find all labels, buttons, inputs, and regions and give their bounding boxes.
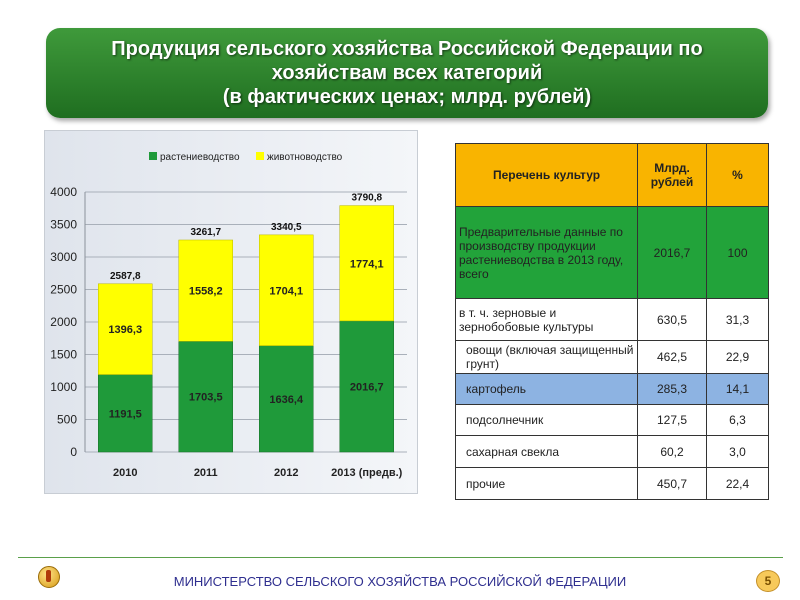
y-tick-label: 3000: [50, 250, 77, 264]
row-value: 127,5: [637, 404, 707, 436]
data-label: 1191,5: [109, 408, 142, 420]
legend-swatch-zhivotnovodstvo: [256, 152, 264, 160]
bar-zhivotnovodstvo: [259, 234, 314, 346]
legend-swatch-rastenievodstvo: [149, 152, 157, 160]
table-row: Предварительные данные по производству п…: [455, 206, 769, 299]
row-name: подсолнечник: [455, 404, 638, 436]
legend-label: животноводство: [267, 152, 343, 163]
title-banner: Продукция сельского хозяйства Российской…: [46, 28, 768, 118]
data-label: 1774,1: [350, 258, 384, 270]
table-row: сахарная свекла 60,2 3,0: [455, 435, 769, 468]
x-tick-label: 2012: [274, 467, 298, 479]
row-percent: 3,0: [706, 435, 769, 468]
title-line-2: хозяйствам всех категорий: [271, 62, 543, 84]
data-label: 1703,5: [189, 392, 223, 404]
table-row: в т. ч. зерновые и зернобобовые культуры…: [455, 298, 769, 341]
data-label: 1558,2: [189, 286, 223, 298]
row-percent: 14,1: [706, 373, 769, 405]
total-label: 2587,8: [110, 271, 141, 282]
stacked-bar-chart: 0 500 1000 1500 2000 2500 3000 3500 4000 1191,5 13…: [50, 152, 407, 479]
row-name: сахарная свекла: [455, 435, 638, 468]
title-line-1: Продукция сельского хозяйства Российской…: [111, 38, 703, 60]
header-percent: %: [706, 143, 769, 207]
y-tick-label: 2500: [50, 283, 77, 297]
row-percent: 31,3: [706, 298, 769, 341]
table-row: картофель 285,3 14,1: [455, 373, 769, 405]
row-name: Предварительные данные по производству п…: [455, 206, 638, 299]
page-number: 5: [756, 570, 780, 592]
footer-divider: [18, 557, 783, 558]
total-label: 3790,8: [351, 193, 382, 204]
row-value: 462,5: [637, 340, 707, 374]
data-label: 1636,4: [269, 394, 304, 406]
row-name: прочие: [455, 467, 638, 500]
row-percent: 6,3: [706, 404, 769, 436]
total-label: 3261,7: [190, 227, 221, 238]
y-tick-label: 1000: [50, 380, 77, 394]
data-label: 1396,3: [108, 324, 142, 336]
bar-zhivotnovodstvo: [178, 239, 233, 342]
x-tick-label: 2011: [194, 467, 218, 479]
header-crops: Перечень культур: [455, 143, 638, 207]
table-row: прочие 450,7 22,4: [455, 467, 769, 500]
bar-zhivotnovodstvo: [98, 283, 153, 375]
row-value: 60,2: [637, 435, 707, 468]
bar-rastenievodstvo: [178, 341, 233, 453]
row-value: 450,7: [637, 467, 707, 500]
crops-table: Перечень культур Млрд. рублей % Предвари…: [455, 143, 769, 500]
y-tick-label: 1500: [50, 348, 77, 362]
row-name: овощи (включая защищенный грунт): [455, 340, 638, 374]
x-tick-label: 2010: [113, 467, 137, 479]
y-tick-label: 2000: [50, 315, 77, 329]
title-line-3: (в фактических ценах; млрд. рублей): [222, 86, 592, 108]
row-value: 2016,7: [637, 206, 707, 299]
ministry-logo-icon: [38, 566, 60, 588]
bar-rastenievodstvo: [339, 320, 394, 453]
bar-zhivotnovodstvo: [339, 205, 394, 322]
row-percent: 22,9: [706, 340, 769, 374]
y-tick-label: 500: [57, 413, 77, 427]
row-value: 630,5: [637, 298, 707, 341]
row-percent: 100: [706, 206, 769, 299]
table-row: подсолнечник 127,5 6,3: [455, 404, 769, 436]
table-header-row: Перечень культур Млрд. рублей %: [455, 143, 769, 207]
header-value: Млрд. рублей: [637, 143, 707, 207]
row-name: в т. ч. зерновые и зернобобовые культуры: [455, 298, 638, 341]
legend-label: растениеводство: [160, 152, 240, 163]
total-label: 3340,5: [271, 222, 302, 233]
y-tick-label: 3500: [50, 218, 77, 232]
row-name: картофель: [455, 373, 638, 405]
data-label: 2016,7: [350, 381, 384, 393]
y-tick-label: 0: [70, 445, 77, 459]
bar-rastenievodstvo: [259, 345, 314, 453]
chart-panel: 0 500 1000 1500 2000 2500 3000 3500 4000 1191,5 13…: [44, 130, 418, 494]
row-value: 285,3: [637, 373, 707, 405]
row-percent: 22,4: [706, 467, 769, 500]
data-label: 1704,1: [269, 285, 303, 297]
y-tick-label: 4000: [50, 185, 77, 199]
x-tick-label: 2013 (предв.): [331, 467, 402, 479]
footer-ministry: МИНИСТЕРСТВО СЕЛЬСКОГО ХОЗЯЙСТВА РОССИЙС…: [173, 574, 627, 589]
table-row: овощи (включая защищенный грунт) 462,5 2…: [455, 340, 769, 374]
